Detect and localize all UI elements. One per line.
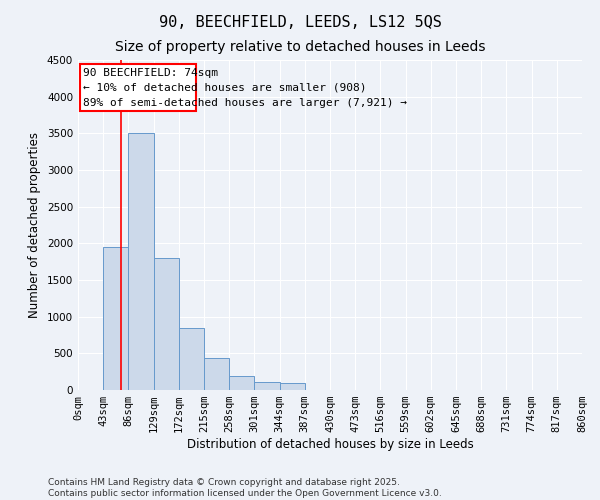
Text: Contains HM Land Registry data © Crown copyright and database right 2025.
Contai: Contains HM Land Registry data © Crown c… [48, 478, 442, 498]
Text: 90, BEECHFIELD, LEEDS, LS12 5QS: 90, BEECHFIELD, LEEDS, LS12 5QS [158, 15, 442, 30]
X-axis label: Distribution of detached houses by size in Leeds: Distribution of detached houses by size … [187, 438, 473, 451]
Bar [204, 358, 229, 390]
Text: 90 BEECHFIELD: 74sqm
← 10% of detached houses are smaller (908)
89% of semi-deta: 90 BEECHFIELD: 74sqm ← 10% of detached h… [83, 68, 407, 108]
Bar [179, 328, 204, 390]
Bar [229, 376, 254, 390]
Bar [254, 382, 280, 390]
Y-axis label: Number of detached properties: Number of detached properties [28, 132, 41, 318]
Bar [80, 64, 196, 112]
Bar [103, 247, 128, 390]
Bar [128, 134, 154, 390]
Bar [280, 383, 305, 390]
Text: Size of property relative to detached houses in Leeds: Size of property relative to detached ho… [115, 40, 485, 54]
Bar [154, 258, 179, 390]
